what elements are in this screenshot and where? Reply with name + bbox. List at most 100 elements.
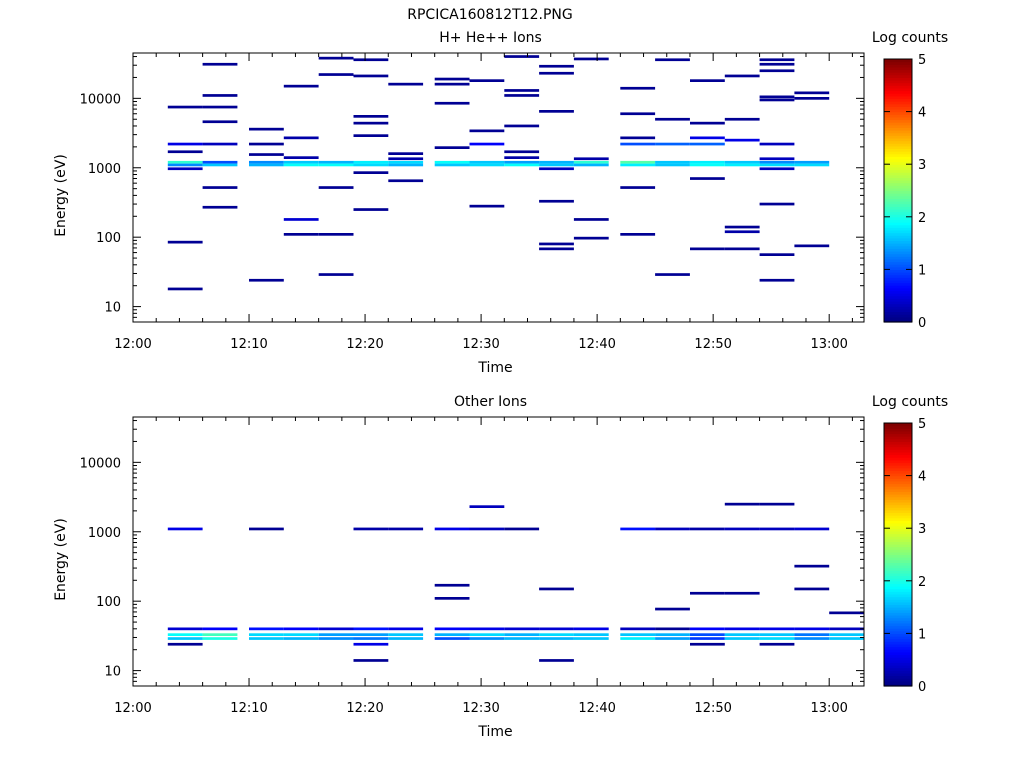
heatmap-cell — [794, 564, 830, 568]
heatmap-cell — [434, 627, 470, 631]
heatmap-cell — [724, 637, 760, 640]
colorbar-segment — [884, 638, 912, 642]
colorbar-tick-label: 1 — [918, 263, 926, 278]
heatmap-cell — [434, 101, 470, 105]
heatmap-cell — [724, 117, 760, 121]
heatmap-cell — [759, 58, 795, 62]
heatmap-cell — [759, 202, 795, 206]
heatmap-cell — [573, 57, 609, 61]
heatmap-cell — [539, 659, 574, 662]
colorbar-frame — [883, 58, 913, 323]
colorbar-segment — [884, 190, 912, 194]
colorbar-segment — [884, 583, 912, 587]
colorbar-segment — [884, 311, 912, 315]
colorbar-segment — [884, 607, 912, 611]
heatmap-cell — [759, 627, 795, 631]
heatmap-cell — [283, 156, 319, 159]
heatmap-cell — [539, 64, 574, 68]
x-tick-label: 12:40 — [578, 701, 615, 716]
heatmap-cell — [388, 527, 424, 531]
heatmap-cell — [794, 527, 830, 531]
heatmap-cell — [724, 230, 760, 234]
colorbar-segment — [884, 617, 912, 621]
heatmap-cell — [283, 233, 319, 236]
colorbar-segment — [884, 140, 912, 144]
heatmap-cell — [504, 637, 540, 640]
colorbar-segment — [884, 465, 912, 469]
colorbar-segment — [884, 303, 912, 307]
colorbar-segment — [884, 646, 912, 650]
colorbar-segment — [884, 145, 912, 150]
colorbar-segment — [884, 285, 912, 289]
colorbar-segment — [884, 580, 912, 585]
heatmap-cell — [434, 637, 470, 640]
colorbar-segment — [884, 287, 912, 292]
colorbar-segment — [884, 546, 912, 550]
heatmap-cell — [655, 163, 690, 167]
heatmap-cell — [690, 591, 725, 595]
heatmap-cell — [353, 171, 389, 174]
heatmap-cell — [724, 160, 760, 164]
colorbar-segment — [884, 243, 912, 247]
colorbar-segment — [884, 95, 912, 100]
heatmap-cell — [202, 205, 238, 209]
colorbar-segment — [884, 551, 912, 556]
colorbar-segment — [884, 85, 912, 89]
heatmap-cell — [469, 129, 505, 133]
colorbar-segment — [884, 111, 912, 115]
colorbar-segment — [884, 657, 912, 661]
heatmap-cell — [539, 199, 574, 203]
heatmap-cell — [539, 242, 574, 246]
heatmap-cell — [620, 86, 656, 90]
heatmap-cell — [353, 163, 389, 167]
colorbar-segment — [884, 622, 912, 627]
colorbar-tick-label: 5 — [918, 417, 926, 432]
colorbar-segment — [884, 454, 912, 458]
colorbar-segment — [884, 515, 912, 519]
colorbar-segment — [884, 636, 912, 640]
heatmap-cell — [318, 56, 354, 60]
heatmap-cell — [759, 637, 795, 640]
colorbar-segment — [884, 672, 912, 677]
heatmap-cell — [690, 163, 725, 167]
colorbar-segment — [884, 472, 912, 477]
colorbar-segment — [884, 436, 912, 440]
heatmap-cell — [794, 160, 830, 164]
heatmap-cell — [167, 142, 203, 146]
heatmap-cell — [353, 637, 389, 640]
heatmap-cell — [434, 583, 470, 587]
heatmap-cell — [434, 82, 470, 86]
colorbar-segment — [884, 211, 912, 215]
heatmap-cell — [504, 156, 540, 159]
heatmap-cell — [353, 642, 389, 646]
colorbar-segment — [884, 486, 912, 490]
colorbar-segment — [884, 153, 912, 157]
colorbar-segment — [884, 174, 912, 178]
heatmap-cell — [620, 160, 656, 164]
x-axis: 12:00 12:10 12:20 12:30 12:40 12:50 13:00 — [114, 417, 853, 716]
heatmap-cell — [167, 637, 203, 640]
colorbar-segment — [884, 274, 912, 278]
heatmap-cell — [318, 637, 354, 640]
colorbar-segment — [884, 491, 912, 495]
colorbar-segment — [884, 536, 912, 540]
heatmap-cell — [202, 62, 238, 66]
heatmap-cell — [724, 627, 760, 631]
colorbar-segment — [884, 625, 912, 629]
colorbar-segment — [884, 533, 912, 537]
colorbar-segment — [884, 201, 912, 205]
heatmap-cell — [504, 633, 540, 636]
colorbar-segment — [884, 675, 912, 679]
heatmap-cell — [724, 163, 760, 167]
heatmap-cell — [620, 637, 656, 640]
heatmap-cell — [318, 273, 354, 276]
colorbar-segment — [884, 90, 912, 94]
colorbar-segment — [884, 549, 912, 553]
colorbar-segment — [884, 575, 912, 579]
colorbar-segment — [884, 319, 912, 323]
heatmap-cell — [759, 163, 795, 167]
heatmap-cell — [690, 527, 725, 531]
colorbar-segment — [884, 122, 912, 126]
heatmap-cell — [539, 160, 574, 164]
colorbar-segment — [884, 158, 912, 163]
